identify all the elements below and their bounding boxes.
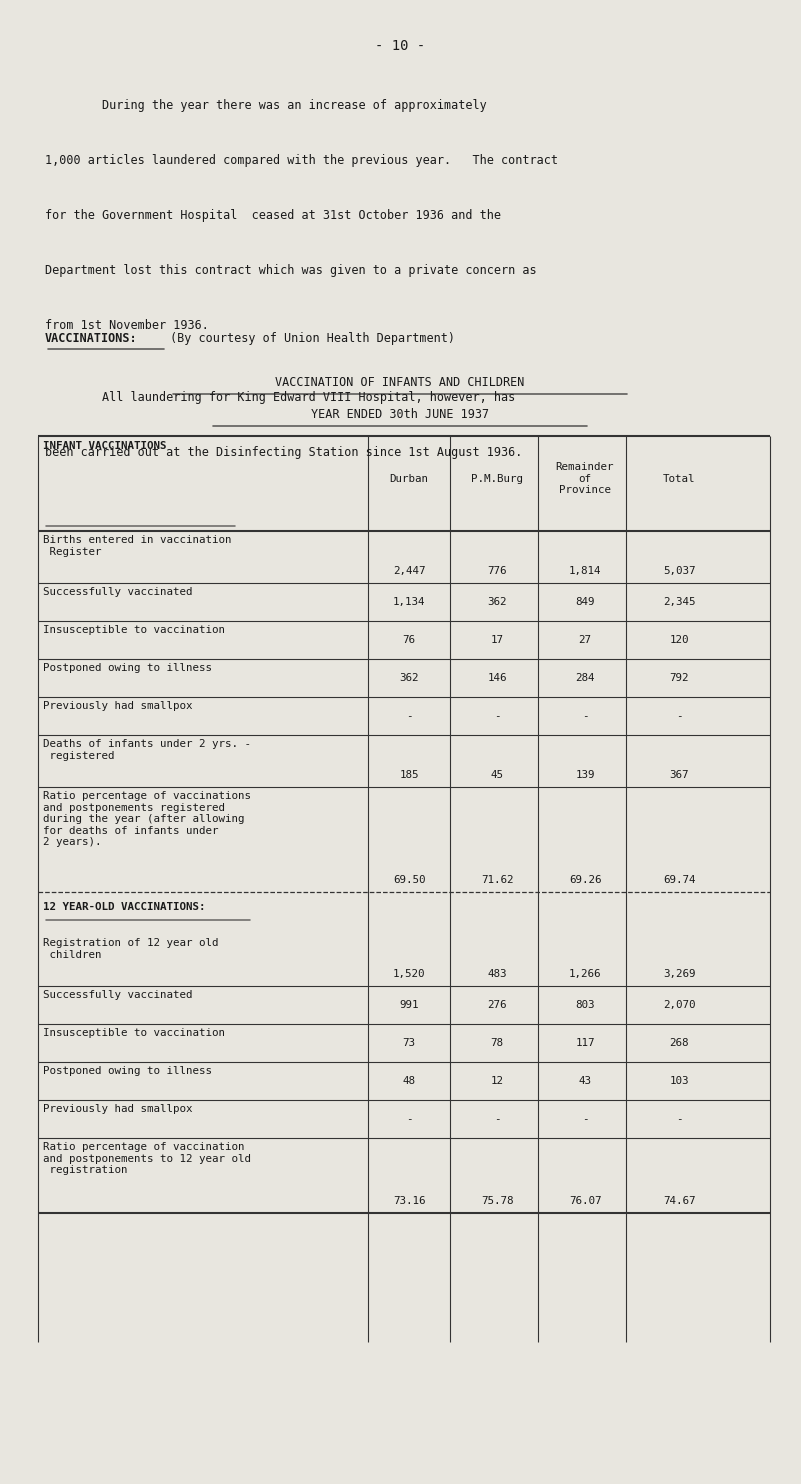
Text: 849: 849 [575,597,595,607]
Text: Previously had smallpox: Previously had smallpox [43,1104,192,1114]
Text: Remainder
of
Province: Remainder of Province [556,462,614,496]
Text: 139: 139 [575,770,595,781]
Text: from 1st November 1936.: from 1st November 1936. [45,319,209,332]
Text: 76: 76 [402,635,416,646]
Text: 17: 17 [490,635,504,646]
Text: 792: 792 [670,674,689,683]
Text: 78: 78 [490,1037,504,1048]
Text: 803: 803 [575,1000,595,1011]
Text: - 10 -: - 10 - [375,39,425,53]
Text: 776: 776 [487,565,507,576]
Text: -: - [493,1114,501,1123]
Text: 69.74: 69.74 [662,876,695,884]
Text: 71.62: 71.62 [481,876,513,884]
Text: Postponed owing to illness: Postponed owing to illness [43,663,212,674]
Text: Durban: Durban [389,473,429,484]
Text: Total: Total [662,473,695,484]
Text: 12 YEAR-OLD VACCINATIONS:: 12 YEAR-OLD VACCINATIONS: [43,902,206,913]
Text: -: - [676,711,682,721]
Text: 1,814: 1,814 [569,565,602,576]
Text: INFANT VACCINATIONS: INFANT VACCINATIONS [43,441,167,451]
Text: 117: 117 [575,1037,595,1048]
Text: 103: 103 [670,1076,689,1086]
Text: 12: 12 [490,1076,504,1086]
Text: 3,269: 3,269 [662,969,695,979]
Text: -: - [676,1114,682,1123]
Text: 75.78: 75.78 [481,1196,513,1206]
Text: 362: 362 [399,674,419,683]
Text: Insusceptible to vaccination: Insusceptible to vaccination [43,625,225,635]
Text: 2,345: 2,345 [662,597,695,607]
Text: 27: 27 [578,635,591,646]
Text: 268: 268 [670,1037,689,1048]
Text: 483: 483 [487,969,507,979]
Text: 73.16: 73.16 [392,1196,425,1206]
Text: -: - [582,1114,588,1123]
Text: 5,037: 5,037 [662,565,695,576]
Text: 146: 146 [487,674,507,683]
Text: Postponed owing to illness: Postponed owing to illness [43,1066,212,1076]
Text: 276: 276 [487,1000,507,1011]
Text: 2,447: 2,447 [392,565,425,576]
Text: During the year there was an increase of approximately: During the year there was an increase of… [45,99,487,111]
Text: Successfully vaccinated: Successfully vaccinated [43,588,192,597]
Text: (By courtesy of Union Health Department): (By courtesy of Union Health Department) [170,332,455,344]
Text: 43: 43 [578,1076,591,1086]
Text: 1,520: 1,520 [392,969,425,979]
Text: 367: 367 [670,770,689,781]
Text: 74.67: 74.67 [662,1196,695,1206]
Text: Ratio percentage of vaccination
and postponements to 12 year old
 registration: Ratio percentage of vaccination and post… [43,1143,251,1175]
Text: for the Government Hospital  ceased at 31st October 1936 and the: for the Government Hospital ceased at 31… [45,209,501,223]
Text: Deaths of infants under 2 yrs. -
 registered: Deaths of infants under 2 yrs. - registe… [43,739,251,761]
Text: VACCINATION OF INFANTS AND CHILDREN: VACCINATION OF INFANTS AND CHILDREN [276,375,525,389]
Text: 185: 185 [399,770,419,781]
Text: 2,070: 2,070 [662,1000,695,1011]
Text: Insusceptible to vaccination: Insusceptible to vaccination [43,1028,225,1037]
Text: -: - [493,711,501,721]
Text: All laundering for King Edward VIII Hospital, however, has: All laundering for King Edward VIII Hosp… [45,390,515,404]
Text: 1,266: 1,266 [569,969,602,979]
Text: Department lost this contract which was given to a private concern as: Department lost this contract which was … [45,264,537,278]
Text: 69.26: 69.26 [569,876,602,884]
Text: Registration of 12 year old
 children: Registration of 12 year old children [43,938,219,960]
Text: 76.07: 76.07 [569,1196,602,1206]
Text: Ratio percentage of vaccinations
and postponements registered
during the year (a: Ratio percentage of vaccinations and pos… [43,791,251,847]
Text: 69.50: 69.50 [392,876,425,884]
Text: VACCINATIONS:: VACCINATIONS: [45,332,138,344]
Text: -: - [406,711,413,721]
Text: 362: 362 [487,597,507,607]
Text: Previously had smallpox: Previously had smallpox [43,700,192,711]
Text: P.M.Burg: P.M.Burg [471,473,523,484]
Text: YEAR ENDED 30th JUNE 1937: YEAR ENDED 30th JUNE 1937 [311,408,489,421]
Text: 120: 120 [670,635,689,646]
Text: 991: 991 [399,1000,419,1011]
Text: 1,134: 1,134 [392,597,425,607]
Text: 45: 45 [490,770,504,781]
Text: been carried out at the Disinfecting Station since 1st August 1936.: been carried out at the Disinfecting Sta… [45,447,522,459]
Text: 48: 48 [402,1076,416,1086]
Text: 1,000 articles laundered compared with the previous year.   The contract: 1,000 articles laundered compared with t… [45,154,558,168]
Text: -: - [582,711,588,721]
Text: Births entered in vaccination
 Register: Births entered in vaccination Register [43,536,231,556]
Text: -: - [406,1114,413,1123]
Text: 284: 284 [575,674,595,683]
Text: Successfully vaccinated: Successfully vaccinated [43,990,192,1000]
Text: 73: 73 [402,1037,416,1048]
